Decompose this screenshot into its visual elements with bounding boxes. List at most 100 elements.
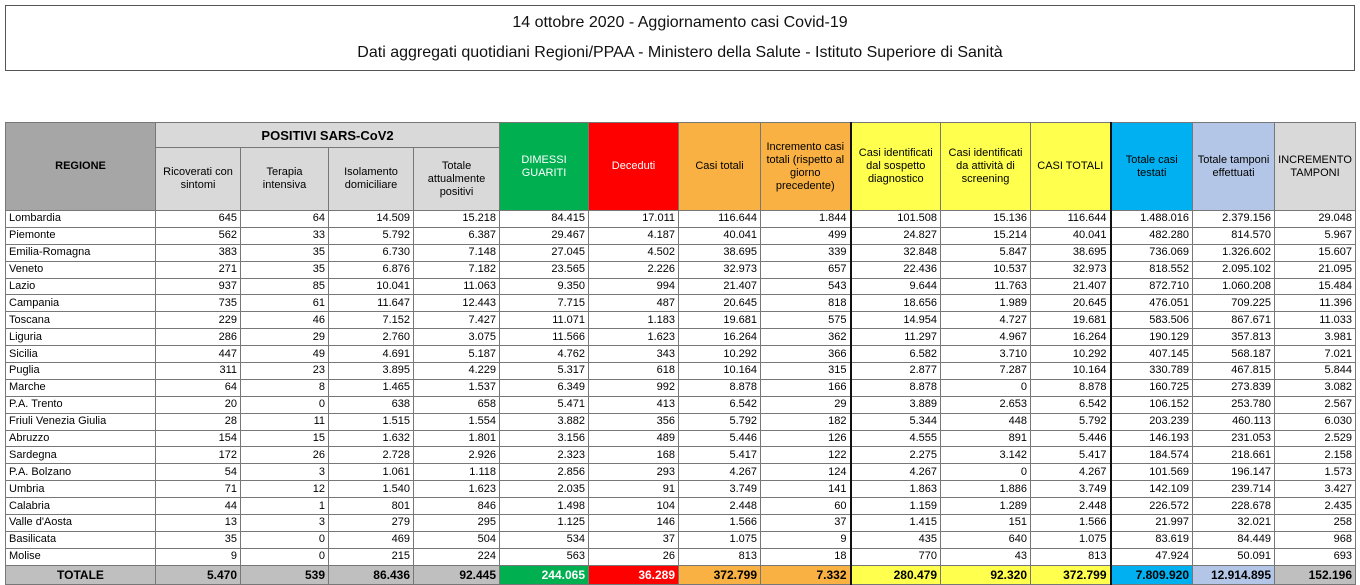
cell-value: 846 bbox=[412, 497, 501, 516]
cell-value: 5.847 bbox=[940, 243, 1032, 262]
cell-value: 26 bbox=[588, 547, 680, 566]
cell-value: 2.323 bbox=[499, 446, 590, 465]
cell-value: 54 bbox=[155, 463, 241, 482]
cell-value: 7.715 bbox=[499, 294, 590, 313]
cell-value: 11.647 bbox=[328, 294, 414, 313]
cell-value: 1.075 bbox=[678, 530, 762, 549]
total-value: 7.809.920 bbox=[1109, 564, 1194, 585]
cell-value: 343 bbox=[588, 345, 680, 364]
cell-value: 5.417 bbox=[1030, 446, 1112, 465]
cell-value: 32.973 bbox=[1030, 260, 1112, 279]
cell-value: 21.095 bbox=[1274, 260, 1357, 279]
cell-value: 0 bbox=[240, 530, 329, 549]
cell-value: 366 bbox=[760, 345, 852, 364]
cell-value: 4.229 bbox=[412, 362, 501, 380]
cell-value: 253.780 bbox=[1192, 395, 1276, 414]
cell-value: 5.792 bbox=[678, 412, 762, 431]
cell-value: 2.529 bbox=[1274, 429, 1357, 448]
region-name: Lazio bbox=[5, 277, 156, 296]
cell-value: 0 bbox=[940, 463, 1032, 482]
cell-value: 6.387 bbox=[412, 226, 501, 245]
cell-value: 10.041 bbox=[328, 277, 414, 296]
cell-value: 46 bbox=[240, 311, 329, 330]
cell-value: 154 bbox=[155, 429, 241, 448]
cell-value: 20.645 bbox=[678, 294, 762, 313]
cell-value: 151 bbox=[940, 514, 1032, 532]
cell-value: 2.856 bbox=[499, 463, 590, 482]
cell-value: 5.317 bbox=[499, 362, 590, 380]
table-row: Puglia 311 23 3.895 4.229 5.317 618 10.164 315 2.… bbox=[5, 362, 1357, 380]
cell-value: 10.164 bbox=[678, 362, 762, 380]
cell-value: 2.035 bbox=[499, 480, 590, 499]
cell-value: 101.508 bbox=[849, 210, 942, 228]
cell-value: 2.226 bbox=[588, 260, 680, 279]
cell-value: 872.710 bbox=[1109, 277, 1194, 296]
cell-value: 32.973 bbox=[678, 260, 762, 279]
cell-value: 231.053 bbox=[1192, 429, 1276, 448]
cell-value: 469 bbox=[328, 530, 414, 549]
cell-value: 160.725 bbox=[1109, 378, 1194, 397]
cell-value: 11.071 bbox=[499, 311, 590, 330]
cell-value: 435 bbox=[849, 530, 942, 549]
cell-value: 13 bbox=[155, 514, 241, 532]
cell-value: 2.877 bbox=[849, 362, 942, 380]
cell-value: 10.292 bbox=[1030, 345, 1112, 364]
header-incremento-casi: Incremento casi totali (rispetto al gior… bbox=[760, 122, 852, 211]
cell-value: 38.695 bbox=[678, 243, 762, 262]
header-regione: REGIONE bbox=[5, 122, 156, 211]
region-name: Puglia bbox=[5, 362, 156, 380]
cell-value: 640 bbox=[940, 530, 1032, 549]
cell-value: 5.844 bbox=[1274, 362, 1357, 380]
cell-value: 1.989 bbox=[940, 294, 1032, 313]
cell-value: 10.164 bbox=[1030, 362, 1112, 380]
table-row: Piemonte 562 33 5.792 6.387 29.467 4.187 40.041… bbox=[5, 226, 1357, 245]
cell-value: 467.815 bbox=[1192, 362, 1276, 380]
cell-value: 35 bbox=[240, 260, 329, 279]
totals-label: TOTALE bbox=[5, 564, 156, 585]
table-row: Sardegna 172 26 2.728 2.926 2.323 168 5.417 122 2… bbox=[5, 446, 1357, 465]
cell-value: 258 bbox=[1274, 514, 1357, 532]
cell-value: 1.415 bbox=[849, 514, 942, 532]
cell-value: 273.839 bbox=[1192, 378, 1276, 397]
cell-value: 6.582 bbox=[849, 345, 942, 364]
cell-value: 3.082 bbox=[1274, 378, 1357, 397]
cell-value: 543 bbox=[760, 277, 852, 296]
table-row: Basilicata 35 0 469 504 534 37 1.075 9 435 640 1.07… bbox=[5, 530, 1357, 549]
cell-value: 40.041 bbox=[1030, 226, 1112, 245]
cell-value: 64 bbox=[240, 210, 329, 228]
total-value: 86.436 bbox=[328, 564, 414, 585]
cell-value: 15 bbox=[240, 429, 329, 448]
cell-value: 1 bbox=[240, 497, 329, 516]
table-row: Valle d'Aosta 13 3 279 295 1.125 146 1.566 37 1.4… bbox=[5, 514, 1357, 532]
cell-value: 142.109 bbox=[1109, 480, 1194, 499]
cell-value: 146.193 bbox=[1109, 429, 1194, 448]
cell-value: 3.710 bbox=[940, 345, 1032, 364]
cell-value: 2.379.156 bbox=[1192, 210, 1276, 228]
cell-value: 84.449 bbox=[1192, 530, 1276, 549]
cell-value: 5.967 bbox=[1274, 226, 1357, 245]
cell-value: 1.515 bbox=[328, 412, 414, 431]
cell-value: 5.446 bbox=[1030, 429, 1112, 448]
cell-value: 1.075 bbox=[1030, 530, 1112, 549]
cell-value: 2.435 bbox=[1274, 497, 1357, 516]
region-name: Molise bbox=[5, 547, 156, 566]
cell-value: 166 bbox=[760, 378, 852, 397]
cell-value: 4.762 bbox=[499, 345, 590, 364]
cell-value: 32.848 bbox=[849, 243, 942, 262]
cell-value: 8.878 bbox=[1030, 378, 1112, 397]
cell-value: 1.801 bbox=[412, 429, 501, 448]
cell-value: 2.448 bbox=[678, 497, 762, 516]
cell-value: 172 bbox=[155, 446, 241, 465]
table-row: P.A. Bolzano 54 3 1.061 1.118 2.856 293 4.267 12… bbox=[5, 463, 1357, 482]
cell-value: 0 bbox=[240, 547, 329, 566]
cell-value: 224 bbox=[412, 547, 501, 566]
region-name: Piemonte bbox=[5, 226, 156, 245]
cell-value: 20.645 bbox=[1030, 294, 1112, 313]
table-row: Umbria 71 12 1.540 1.623 2.035 91 3.749 141 1.863… bbox=[5, 480, 1357, 499]
cell-value: 28 bbox=[155, 412, 241, 431]
cell-value: 17.011 bbox=[588, 210, 680, 228]
cell-value: 4.691 bbox=[328, 345, 414, 364]
covid-data-table: REGIONE POSITIVI SARS-CoV2 DIMESSI GUARI… bbox=[5, 122, 1357, 585]
cell-value: 482.280 bbox=[1109, 226, 1194, 245]
cell-value: 657 bbox=[760, 260, 852, 279]
